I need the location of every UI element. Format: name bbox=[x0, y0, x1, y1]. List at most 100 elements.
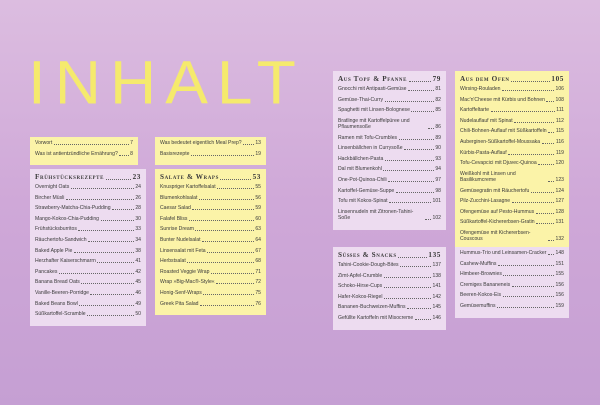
leader bbox=[404, 149, 434, 151]
leader bbox=[78, 230, 134, 232]
entry-page: 98 bbox=[435, 187, 441, 194]
heading-text: Aus Topf & Pfanne bbox=[338, 75, 408, 83]
entry-page: 41 bbox=[135, 258, 141, 265]
entry-page: 81 bbox=[435, 86, 441, 92]
toc-entry: Honig-Senf-Wraps 75 bbox=[160, 290, 261, 296]
entry-page: 138 bbox=[432, 272, 442, 279]
toc-entry: Baked Apple Pie 38 bbox=[35, 248, 141, 254]
leader bbox=[511, 285, 554, 287]
leader bbox=[90, 293, 134, 295]
entry-page: 38 bbox=[135, 247, 141, 254]
toc-entry: Tahini-Cookie-Dough-Bites 137 bbox=[338, 262, 441, 268]
entry-title: Linsenbällchen in Currysoße bbox=[338, 145, 403, 152]
entry-title: Cashew-Muffins bbox=[460, 260, 497, 267]
entry-title: Dal mit Blumenkohl bbox=[338, 166, 382, 173]
entry-title: Gefüllte Kartoffeln mit Misocreme bbox=[338, 314, 414, 321]
entry-title: Vorwort bbox=[35, 140, 53, 146]
toc-entry: Bratlinge mit Kartoffelpüree und Pflaume… bbox=[338, 118, 441, 130]
entry-title: Tahini-Cookie-Dough-Bites bbox=[338, 262, 399, 268]
leader bbox=[427, 128, 434, 129]
entry-title: Kartoffel-Gemüse-Suppe bbox=[338, 187, 395, 194]
toc-entry: Bananen-Buchweizen-Muffins 145 bbox=[338, 304, 441, 310]
toc-entry: Gefüllte Kartoffeln mit Misocreme 146 bbox=[338, 315, 441, 321]
entry-title: Sunrise Dream bbox=[160, 226, 194, 233]
toc-entry: Auberginen-Süßkartoffel-Moussaka 116 bbox=[460, 139, 564, 145]
entry-title: Pilz-Zucchini-Lasagne bbox=[460, 198, 511, 205]
entry-page: 49 bbox=[135, 300, 141, 307]
entry-title: Baked Apple Pie bbox=[35, 247, 73, 254]
toc-entry: Gnocchi mit Antipasti-Gemüse 81 bbox=[338, 86, 441, 92]
entry-page: 115 bbox=[555, 128, 564, 135]
leader bbox=[65, 198, 134, 200]
section-heading: Süßes & Snacks 135 bbox=[338, 251, 441, 259]
entry-page: 89 bbox=[435, 134, 441, 141]
leader bbox=[503, 275, 554, 277]
entry-title: Mac'n'Cheese mit Kürbis und Bohnen bbox=[460, 96, 545, 103]
leader bbox=[383, 276, 431, 278]
toc-entry: Blumenkohlsalat 56 bbox=[160, 195, 261, 201]
leader bbox=[408, 80, 432, 82]
entry-title: Was ist antientzündliche Ernährung? bbox=[35, 150, 118, 157]
leader bbox=[547, 254, 554, 256]
toc-entry: Kürbis-Pasta-Auflauf 119 bbox=[460, 150, 564, 156]
entry-title: Mango-Kokos-Chia-Pudding bbox=[35, 215, 99, 222]
heading-text: Aus dem Ofen bbox=[460, 75, 510, 83]
toc-entry: Schoko-Hirse-Cups 141 bbox=[338, 283, 441, 289]
leader bbox=[384, 159, 434, 161]
leader bbox=[87, 315, 134, 317]
toc-entry: Linsensalat mit Feta 67 bbox=[160, 248, 261, 254]
entry-page: 75 bbox=[255, 289, 261, 296]
leader bbox=[243, 144, 254, 146]
toc-section: Aus Topf & Pfanne 79 Gnocchi mit Antipasti… bbox=[333, 71, 446, 230]
toc-section: Süßes & Snacks 135 Tahini-Cookie-Dough-Bit… bbox=[333, 247, 446, 330]
leader bbox=[548, 240, 554, 242]
entry-page: 56 bbox=[255, 194, 261, 201]
entry-title: Tofu-Cevapcici mit Djuvec-Quinoa bbox=[460, 160, 537, 167]
entry-title: Baked Beans Bowl bbox=[35, 300, 78, 307]
leader bbox=[384, 100, 434, 102]
leader bbox=[408, 90, 434, 92]
toc-entry: Linsennudeln mit Zitronen-Tahini-Soße 102 bbox=[338, 209, 441, 221]
leader bbox=[202, 240, 254, 242]
leader bbox=[100, 219, 134, 221]
entry-page: 111 bbox=[556, 107, 564, 114]
leader bbox=[538, 164, 554, 166]
title: Inhalt bbox=[28, 48, 305, 117]
entry-page: 90 bbox=[435, 145, 441, 152]
toc-entry: Falafel Bliss 60 bbox=[160, 216, 261, 222]
leader bbox=[190, 154, 254, 156]
entry-page: 64 bbox=[255, 236, 261, 243]
leader bbox=[398, 138, 434, 140]
entry-title: Hafer-Kokos-Riegel bbox=[338, 293, 383, 300]
leader bbox=[536, 223, 554, 225]
toc-entry: Ramen mit Tofu-Crumbles 89 bbox=[338, 135, 441, 141]
entry-title: Kartoffeltarte bbox=[460, 107, 490, 114]
entry-page: 55 bbox=[255, 184, 261, 190]
entry-page: 131 bbox=[555, 219, 565, 226]
toc-entry: Kartoffeltarte 111 bbox=[460, 107, 564, 113]
entry-page: 28 bbox=[135, 205, 141, 212]
toc-entry: Himbeer-Brownies 155 bbox=[460, 271, 564, 277]
leader bbox=[530, 191, 554, 193]
entry-page: 112 bbox=[555, 117, 564, 124]
leader bbox=[501, 90, 554, 92]
entry-title: Räuchertofu-Sandwich bbox=[35, 236, 87, 243]
entry-title: Blumenkohlsalat bbox=[160, 194, 198, 201]
leader bbox=[546, 100, 554, 102]
leader bbox=[511, 202, 554, 204]
entry-page: 71 bbox=[255, 268, 261, 275]
entry-title: Greek Pita Salad bbox=[160, 300, 199, 307]
toc-entry: Dal mit Blumenkohl 94 bbox=[338, 166, 441, 172]
toc-entry: Caesar Salad 59 bbox=[160, 205, 261, 211]
entry-page: 128 bbox=[555, 208, 565, 215]
toc-entry: Pancakes 42 bbox=[35, 269, 141, 275]
leader bbox=[216, 283, 254, 285]
entry-page: 148 bbox=[555, 250, 565, 256]
entry-page: 142 bbox=[432, 293, 442, 300]
toc-entry: Baked Beans Bowl 49 bbox=[35, 301, 141, 307]
entry-title: Basisrezepte bbox=[160, 150, 190, 157]
toc-entry: Ofengemüse auf Pesto-Hummus 128 bbox=[460, 209, 564, 215]
leader bbox=[192, 209, 254, 211]
entry-page: 67 bbox=[255, 247, 261, 254]
entry-page: 97 bbox=[435, 176, 441, 183]
